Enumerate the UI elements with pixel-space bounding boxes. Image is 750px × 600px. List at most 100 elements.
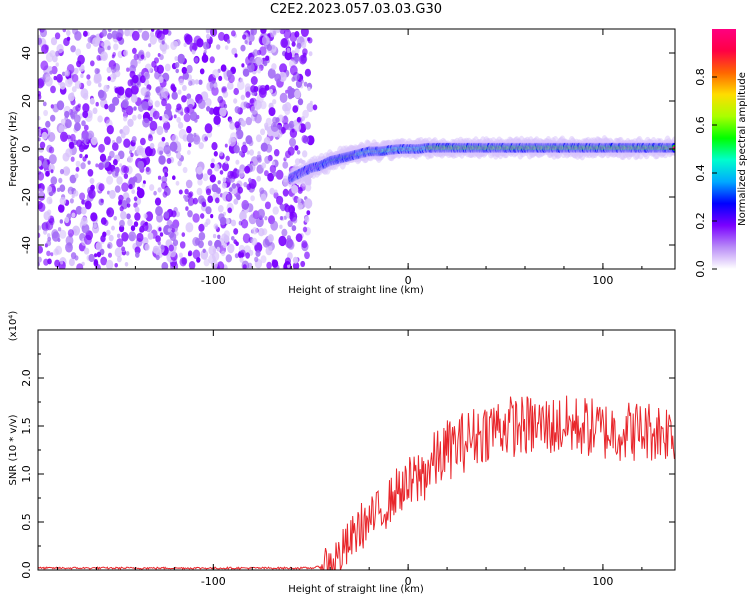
- noise-dot: [131, 136, 137, 143]
- noise-dot: [102, 231, 107, 238]
- noise-dot: [245, 91, 251, 98]
- noise-dot: [282, 188, 289, 197]
- noise-dot: [60, 260, 64, 265]
- noise-dot: [297, 197, 302, 203]
- noise-dot: [131, 189, 136, 195]
- bottom-x-axis-label: Height of straight line (km): [288, 584, 424, 595]
- noise-dot: [186, 64, 193, 74]
- noise-dot: [208, 254, 216, 265]
- noise-dot: [86, 79, 92, 87]
- noise-dot: [113, 43, 119, 51]
- noise-dot: [219, 170, 224, 175]
- noise-dot: [88, 253, 95, 263]
- noise-dot: [145, 211, 154, 222]
- noise-dot: [205, 206, 212, 215]
- noise-dot: [257, 151, 261, 156]
- noise-dot: [248, 40, 252, 46]
- noise-dot: [246, 150, 250, 155]
- noise-dot: [107, 45, 111, 51]
- noise-dot: [57, 227, 62, 232]
- snr-frame: [37, 329, 676, 571]
- noise-dot: [235, 159, 240, 165]
- noise-dot: [221, 182, 227, 189]
- noise-dot: [233, 98, 238, 104]
- noise-dot: [147, 99, 154, 107]
- noise-dot: [238, 170, 245, 178]
- noise-dot: [213, 115, 221, 125]
- noise-dot: [139, 75, 146, 84]
- noise-dot: [192, 249, 201, 260]
- noise-dot: [83, 124, 89, 131]
- noise-dot: [283, 29, 292, 39]
- noise-dot: [38, 188, 45, 198]
- noise-dot: [269, 187, 275, 195]
- noise-dot: [50, 85, 56, 94]
- x-tick-label: 0: [405, 575, 412, 588]
- noise-dot: [306, 135, 315, 146]
- noise-dot: [160, 87, 169, 99]
- noise-dot: [294, 89, 301, 99]
- noise-dot: [304, 198, 313, 209]
- noise-dot: [223, 230, 230, 239]
- noise-dot: [302, 52, 307, 58]
- noise-dot: [124, 262, 129, 267]
- noise-dot: [218, 31, 225, 41]
- noise-dot: [261, 35, 270, 46]
- noise-dot: [41, 131, 48, 140]
- noise-dot: [239, 249, 246, 258]
- snr-series-line: [38, 395, 675, 570]
- noise-dot: [72, 225, 81, 236]
- noise-dot: [204, 123, 213, 134]
- noise-dot: [188, 80, 193, 86]
- noise-dot: [216, 44, 221, 50]
- noise-dot: [264, 201, 271, 210]
- noise-dot: [106, 229, 111, 236]
- noise-dot: [158, 76, 164, 84]
- noise-dot: [161, 40, 165, 45]
- noise-dot: [267, 68, 276, 79]
- noise-dot: [131, 84, 139, 95]
- noise-dot: [149, 116, 153, 122]
- noise-dot: [257, 208, 266, 219]
- noise-dot: [169, 232, 177, 241]
- noise-dot: [296, 117, 301, 123]
- noise-dot: [167, 228, 171, 233]
- noise-dot: [183, 113, 191, 123]
- noise-dot: [182, 84, 187, 92]
- noise-dot: [239, 257, 244, 263]
- noise-dot: [219, 151, 224, 157]
- noise-dot: [212, 233, 217, 239]
- noise-dot: [155, 235, 161, 243]
- colorbar-ticks: 0.0 0.2 0.4 0.6 0.8: [694, 68, 717, 278]
- noise-dot: [103, 219, 109, 227]
- noise-dot: [50, 252, 54, 257]
- noise-dot: [302, 150, 308, 158]
- noise-dot: [303, 81, 308, 87]
- noise-dot: [243, 181, 248, 188]
- noise-dot: [192, 213, 200, 223]
- noise-dot: [289, 128, 298, 139]
- noise-dot: [65, 148, 73, 158]
- noise-dot: [243, 101, 249, 108]
- noise-dot: [297, 98, 304, 106]
- noise-dot: [117, 256, 122, 263]
- noise-dot: [201, 201, 207, 208]
- y-tick-label: 0: [20, 146, 33, 153]
- y-tick-label: 0.5: [20, 513, 33, 531]
- noise-dot: [74, 255, 79, 261]
- noise-dot: [263, 60, 268, 67]
- noise-dot: [178, 252, 183, 258]
- top-x-axis-label: Height of straight line (km): [288, 285, 424, 296]
- noise-dot: [59, 219, 63, 224]
- noise-dot: [145, 91, 151, 98]
- colorbar-tick-label: 0.4: [694, 164, 707, 182]
- noise-dot: [215, 197, 220, 204]
- noise-dot: [92, 107, 98, 115]
- noise-dot: [198, 99, 206, 110]
- noise-dot: [266, 44, 272, 51]
- noise-dot: [40, 60, 49, 71]
- noise-dot: [86, 42, 92, 49]
- noise-dot: [249, 56, 255, 64]
- noise-dot: [176, 116, 181, 123]
- noise-dot: [219, 216, 227, 226]
